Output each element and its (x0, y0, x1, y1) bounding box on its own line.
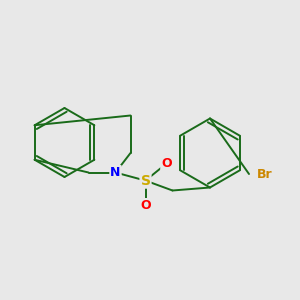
Text: N: N (110, 166, 121, 179)
Text: O: O (161, 157, 172, 170)
Text: S: S (140, 174, 151, 188)
Text: O: O (140, 199, 151, 212)
Text: Br: Br (256, 167, 272, 181)
